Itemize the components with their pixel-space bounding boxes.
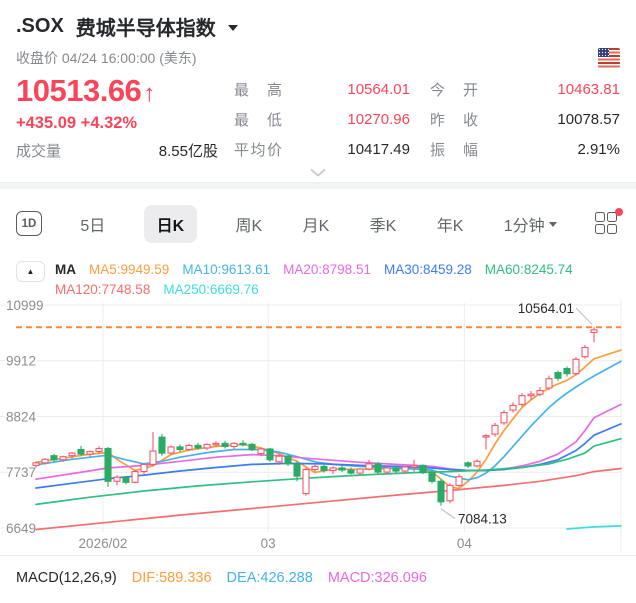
macd-legend-item: DEA:426.288 [226, 570, 313, 586]
ma-legend-item: MA10:9613.61 [182, 262, 271, 277]
tab-5日[interactable]: 5日 [80, 217, 106, 235]
chevron-down-icon [548, 222, 557, 227]
svg-text:04: 04 [457, 536, 473, 551]
macd-legend-item: DIF:589.336 [131, 570, 212, 586]
svg-text:10999: 10999 [6, 299, 44, 313]
stat-label: 最低 [234, 111, 282, 129]
tab-年K[interactable]: 年K [436, 217, 464, 235]
kline-chart: 10999 9912 8824 7737 6649 10564.01 7084.13 2026… [0, 296, 622, 551]
stat-value-prev-close: 10078.57 [557, 110, 620, 128]
symbol-name: 费城半导体指数 [75, 18, 216, 40]
last-price: 10513.66↑ [16, 73, 155, 108]
tab-月K[interactable]: 月K [302, 217, 330, 235]
ma-legend-item: MA5:9949.59 [89, 262, 170, 277]
quote-panel: 10513.66↑ +435.09 +4.32% 成交量 8.55亿股 最高 10… [0, 68, 636, 164]
tab-1d-icon[interactable]: 1D [16, 211, 42, 236]
period-tabbar: 1D 5日 日K 周K 月K 季K 年K 1分钟 [0, 189, 636, 255]
symbol-code: .SOX [16, 15, 64, 37]
up-arrow-icon: ↑ [143, 80, 155, 107]
volume-label: 成交量 [16, 143, 62, 160]
macd-title: MACD(12,26,9) [16, 570, 117, 586]
svg-text:9912: 9912 [6, 354, 36, 369]
volume-value: 8.55亿股 [158, 143, 218, 160]
macd-legend[interactable]: MACD(12,26,9) DIF:589.336 DEA:426.288 MACD… [0, 555, 636, 600]
section-divider [0, 182, 636, 189]
svg-text:6649: 6649 [6, 521, 36, 536]
collapse-quote-button[interactable] [0, 164, 636, 180]
close-time-label: 收盘价 04/24 16:00:00 (美东) [16, 50, 197, 66]
stat-value-open: 10463.81 [557, 80, 620, 98]
ma-title: MA [55, 262, 76, 277]
quote-stats: 最高 10564.01 今开 10463.81 最低 10270.96 昨收 10078… [218, 74, 620, 164]
symbol-title-row[interactable]: .SOX 费城半导体指数 [16, 12, 620, 41]
chart-layout-grid-icon[interactable] [595, 207, 623, 236]
indicator-collapse-button[interactable]: ▲ [16, 261, 45, 282]
us-flag-icon [598, 48, 620, 68]
ma-legend-item: MA120:7748.58 [55, 282, 151, 297]
svg-text:10564.01: 10564.01 [518, 301, 574, 316]
ma-legend-items: MA MA5:9949.59 MA10:9613.61 MA20:8798.51 MA… [55, 260, 622, 299]
chevron-down-icon[interactable] [227, 24, 238, 31]
svg-text:03: 03 [261, 536, 276, 551]
tab-minute-dropdown[interactable]: 1分钟 [502, 205, 559, 243]
header: .SOX 费城半导体指数 收盘价 04/24 16:00:00 (美东) [0, 0, 636, 68]
ma-legend: ▲ MA MA5:9949.59 MA10:9613.61 MA20:8798.51… [0, 255, 636, 299]
svg-text:8824: 8824 [6, 410, 37, 425]
stat-value-high: 10564.01 [347, 80, 410, 98]
ma-legend-item: MA250:6669.76 [163, 282, 259, 297]
stat-value-avg: 10417.49 [347, 140, 410, 158]
stat-value-amplitude: 2.91% [577, 140, 620, 158]
price-change: +435.09 +4.32% [16, 114, 138, 132]
svg-text:7084.13: 7084.13 [458, 512, 507, 527]
stat-label: 振幅 [429, 141, 478, 159]
stat-label: 今开 [429, 81, 478, 99]
stat-label: 平均价 [234, 141, 282, 159]
tab-季K[interactable]: 季K [369, 217, 397, 235]
notification-dot [615, 207, 623, 216]
tab-日K[interactable]: 日K [143, 204, 198, 243]
kline-chart-area[interactable]: 10999 9912 8824 7737 6649 10564.01 7084.13 2026… [0, 296, 636, 555]
macd-legend-item: MACD:326.096 [327, 570, 427, 586]
stat-label: 昨收 [429, 111, 478, 129]
ma-legend-item: MA60:8245.74 [484, 262, 573, 277]
stat-label: 最高 [234, 81, 282, 99]
svg-text:7737: 7737 [6, 465, 36, 480]
ma-legend-item: MA20:8798.51 [283, 262, 371, 277]
stat-value-low: 10270.96 [347, 110, 410, 128]
ma-legend-item: MA30:8459.28 [383, 262, 472, 277]
svg-text:2026/02: 2026/02 [79, 536, 128, 551]
tab-周K[interactable]: 周K [235, 217, 263, 235]
